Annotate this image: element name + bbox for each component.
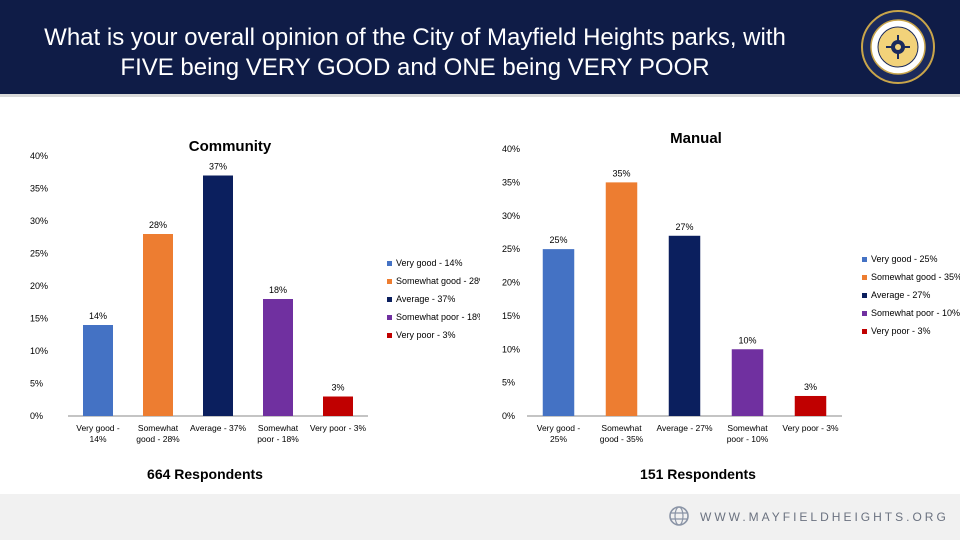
- community-chart-title: Community: [189, 138, 272, 155]
- community-y-tick-label: 35%: [30, 184, 48, 194]
- manual-y-tick-label: 30%: [502, 211, 520, 221]
- manual-respondents-count: 151 Respondents: [640, 466, 756, 482]
- manual-bar: [668, 235, 701, 416]
- page-title-line-1: What is your overall opinion of the City…: [44, 24, 786, 51]
- community-bar: [263, 299, 293, 416]
- manual-data-label: 35%: [612, 168, 630, 178]
- manual-legend-swatch: [862, 311, 867, 316]
- community-chart: Community 0% 5% 10% 15% 20% 25% 30% 35% 40% 14% Ver…: [30, 138, 480, 482]
- manual-category-label: Very poor - 3%: [782, 423, 839, 433]
- manual-category-label: Somewhat poor - 10%: [727, 423, 769, 444]
- website-link[interactable]: WWW.MAYFIELDHEIGHTS.ORG: [700, 510, 949, 524]
- manual-legend-swatch: [862, 257, 867, 262]
- manual-y-tick-label: 15%: [502, 311, 520, 321]
- community-category-label: Average - 37%: [190, 423, 247, 433]
- community-y-tick-label: 40%: [30, 151, 48, 161]
- manual-bar: [794, 395, 827, 416]
- manual-y-tick-label: 10%: [502, 344, 520, 354]
- community-legend-item: Very good - 14%: [396, 258, 463, 268]
- community-bar: [203, 175, 233, 416]
- manual-legend-item: Very good - 25%: [871, 254, 938, 264]
- community-data-label: 37%: [209, 162, 227, 172]
- community-category-label: Somewhat good - 28%: [136, 423, 180, 444]
- manual-data-label: 10%: [738, 335, 756, 345]
- manual-y-tick-label: 5%: [502, 378, 515, 388]
- community-legend-swatch: [387, 261, 392, 266]
- community-data-label: 3%: [331, 383, 344, 393]
- website-link-text[interactable]: WWW.MAYFIELDHEIGHTS.ORG: [700, 510, 949, 524]
- manual-bar: [605, 182, 638, 416]
- community-respondents-count: 664 Respondents: [147, 466, 263, 482]
- community-y-tick-label: 10%: [30, 346, 48, 356]
- community-bar: [323, 396, 353, 416]
- community-y-tick-label: 15%: [30, 314, 48, 324]
- manual-data-label: 25%: [549, 235, 567, 245]
- manual-y-tick-label: 40%: [502, 144, 520, 154]
- community-data-label: 28%: [149, 220, 167, 230]
- community-legend-swatch: [387, 333, 392, 338]
- manual-legend-item: Very poor - 3%: [871, 326, 931, 336]
- manual-data-label: 3%: [804, 382, 817, 392]
- manual-legend-item: Average - 27%: [871, 290, 930, 300]
- manual-chart: Manual 0% 5% 10% 15% 20% 25% 30% 35% 40% 25% Very g…: [502, 130, 960, 482]
- community-legend-item: Very poor - 3%: [396, 330, 456, 340]
- community-y-tick-label: 20%: [30, 281, 48, 291]
- community-data-label: 18%: [269, 285, 287, 295]
- header-divider: [0, 94, 960, 97]
- page-title-line-2: FIVE being VERY GOOD and ONE being VERY …: [120, 54, 710, 81]
- footer-bar: [0, 494, 960, 540]
- manual-category-label: Average - 27%: [656, 423, 713, 433]
- manual-chart-title: Manual: [670, 130, 722, 147]
- manual-y-tick-label: 35%: [502, 177, 520, 187]
- community-y-tick-label: 25%: [30, 249, 48, 259]
- community-data-label: 14%: [89, 311, 107, 321]
- manual-category-label: Somewhat good - 35%: [600, 423, 644, 444]
- manual-category-label: Very good -25%: [537, 423, 581, 444]
- header-banner: [0, 0, 960, 94]
- community-legend-swatch: [387, 297, 392, 302]
- city-seal-logo: [861, 10, 935, 84]
- manual-y-tick-label: 25%: [502, 244, 520, 254]
- community-category-label: Very poor - 3%: [310, 423, 367, 433]
- manual-legend-swatch: [862, 293, 867, 298]
- manual-bar: [542, 249, 575, 416]
- manual-y-tick-label: 0%: [502, 411, 515, 421]
- community-legend-swatch: [387, 279, 392, 284]
- community-y-tick-label: 5%: [30, 379, 43, 389]
- community-legend-item: Somewhat poor - 18%: [396, 312, 480, 322]
- globe-icon: [669, 506, 689, 526]
- community-legend-item: Average - 37%: [396, 294, 455, 304]
- community-category-label: Very good -14%: [76, 423, 120, 444]
- community-bar: [143, 234, 173, 416]
- community-y-tick-label: 0%: [30, 411, 43, 421]
- community-y-tick-label: 30%: [30, 216, 48, 226]
- manual-legend-swatch: [862, 329, 867, 334]
- manual-y-tick-label: 20%: [502, 278, 520, 288]
- community-legend-item: Somewhat good - 28%: [396, 276, 480, 286]
- community-legend-swatch: [387, 315, 392, 320]
- community-bar: [83, 325, 113, 416]
- manual-data-label: 27%: [675, 222, 693, 232]
- manual-legend-swatch: [862, 275, 867, 280]
- community-category-label: Somewhat poor - 18%: [257, 423, 299, 444]
- manual-legend-item: Somewhat good - 35%: [871, 272, 960, 282]
- manual-bar: [731, 349, 764, 416]
- manual-legend-item: Somewhat poor - 10%: [871, 308, 960, 318]
